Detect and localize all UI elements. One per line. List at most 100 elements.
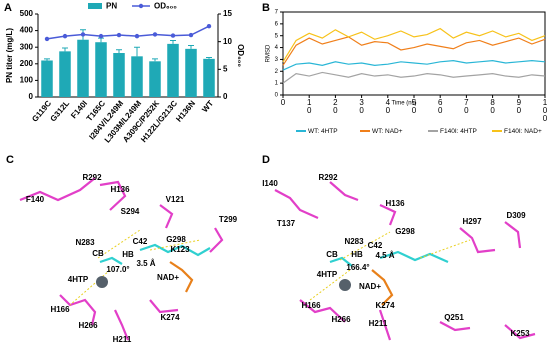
x-tick-label: 70 bbox=[464, 99, 469, 115]
x-tick-label-box: 80 bbox=[490, 99, 494, 115]
h-bond bbox=[339, 231, 391, 261]
point bbox=[44, 36, 50, 42]
x-tick-label-box: 40 bbox=[385, 99, 391, 115]
y-tick-label: 6 bbox=[275, 21, 279, 27]
x-tick-label-box: 30 bbox=[359, 99, 363, 115]
bar bbox=[203, 58, 215, 97]
residue-label: K123 bbox=[170, 245, 190, 254]
residue-label: S294 bbox=[121, 207, 140, 216]
residue-stick bbox=[169, 261, 194, 293]
panel-label: D bbox=[262, 154, 270, 166]
residue-label: CB bbox=[92, 249, 104, 258]
residue-stick bbox=[439, 321, 471, 332]
residue-label: Q251 bbox=[444, 313, 464, 322]
residue-label: I140 bbox=[262, 179, 278, 188]
x-tick-label-box: 60 bbox=[437, 99, 443, 115]
point bbox=[116, 32, 122, 38]
legend-label: OD₆₀₀ bbox=[154, 2, 177, 11]
y-tick-label: 3 bbox=[275, 57, 279, 63]
point bbox=[80, 32, 86, 37]
series-line bbox=[282, 71, 546, 84]
residue-stick bbox=[379, 250, 449, 264]
bar bbox=[59, 51, 71, 97]
y-axis-label: PN titer (mg/L) bbox=[5, 28, 14, 83]
residue-label: CB bbox=[326, 250, 338, 259]
legend-label: F140I: 4HTP bbox=[440, 128, 477, 135]
series-line bbox=[282, 60, 546, 71]
bar bbox=[131, 56, 143, 97]
h-bond bbox=[149, 239, 201, 251]
series-line bbox=[282, 27, 546, 63]
x-tick-label: 40 bbox=[385, 99, 391, 115]
legend-label: WT: 4HTP bbox=[308, 128, 338, 135]
x-tick-label: 0 bbox=[280, 99, 286, 107]
y-tick-label: 4 bbox=[275, 45, 279, 51]
residue-label: T299 bbox=[219, 215, 238, 224]
residue-stick bbox=[329, 181, 359, 202]
residue-label: C42 bbox=[368, 241, 383, 250]
panel-label: B bbox=[262, 2, 270, 14]
x-tick-label: WT bbox=[200, 99, 215, 114]
error-bar bbox=[206, 56, 212, 59]
y2-tick-label: 0 bbox=[223, 92, 228, 101]
residue-label: V121 bbox=[166, 195, 185, 204]
y-axis-label: RMSD bbox=[266, 44, 272, 62]
y2-tick-label: 5 bbox=[223, 64, 228, 73]
residue-stick bbox=[371, 269, 394, 306]
legend-label: WT: NAD+ bbox=[372, 128, 403, 135]
y-tick-label: 5 bbox=[275, 33, 279, 39]
error-bar bbox=[98, 37, 104, 43]
residue-label: 166.4° bbox=[346, 263, 369, 272]
y2-axis-label: OD₆₀₀ bbox=[236, 44, 245, 67]
residue-stick bbox=[504, 221, 522, 249]
y-tick-label: 0 bbox=[275, 93, 279, 99]
residue-label: H166 bbox=[50, 305, 70, 314]
series-line bbox=[282, 36, 546, 66]
residue-stick bbox=[99, 180, 127, 211]
residue-label: H166 bbox=[301, 301, 321, 310]
y-tick-label: 300 bbox=[20, 42, 34, 51]
x-tick-label-box: 10 bbox=[306, 99, 312, 115]
x-tick-label: 60 bbox=[437, 99, 443, 115]
residue-label: NAD+ bbox=[359, 282, 381, 291]
bar bbox=[167, 43, 179, 97]
residue-label: H266 bbox=[331, 315, 351, 324]
residue-stick bbox=[329, 256, 353, 267]
legend-label: PN bbox=[106, 2, 117, 11]
residue-label: 4HTP bbox=[68, 275, 89, 284]
point bbox=[98, 33, 104, 39]
residue-label: HB bbox=[351, 250, 363, 259]
point bbox=[152, 32, 158, 37]
residue-label: HB bbox=[122, 250, 134, 259]
residue-stick bbox=[459, 227, 496, 254]
y2-tick-label: 15 bbox=[223, 9, 232, 18]
x-tick-label-box: 100 bbox=[543, 99, 547, 123]
x-tick-label: 10 bbox=[306, 99, 312, 115]
y-tick-label: 200 bbox=[20, 59, 34, 68]
residue-label: K274 bbox=[160, 313, 180, 322]
error-bar bbox=[116, 49, 122, 54]
legend-swatch bbox=[138, 3, 144, 9]
error-bar bbox=[188, 45, 194, 49]
residue-label: H266 bbox=[78, 321, 98, 330]
residue-label: R292 bbox=[82, 173, 102, 182]
x-tick-label: G312L bbox=[49, 99, 72, 124]
bar bbox=[149, 61, 161, 97]
residue-label: N283 bbox=[344, 237, 364, 246]
residue-label: H136 bbox=[385, 199, 405, 208]
legend-swatch bbox=[88, 3, 102, 9]
legend-label: F140I: NAD+ bbox=[504, 128, 542, 135]
h-bond bbox=[97, 229, 141, 259]
bar bbox=[113, 53, 125, 97]
error-bar bbox=[134, 46, 140, 57]
error-bar bbox=[62, 47, 68, 52]
y-tick-label: 400 bbox=[20, 26, 34, 35]
residue-stick bbox=[149, 299, 179, 314]
error-bar bbox=[170, 40, 176, 44]
residue-label: NAD+ bbox=[157, 273, 179, 282]
bar bbox=[95, 42, 107, 97]
h-bond bbox=[419, 239, 471, 259]
residue-label: R292 bbox=[318, 173, 338, 182]
